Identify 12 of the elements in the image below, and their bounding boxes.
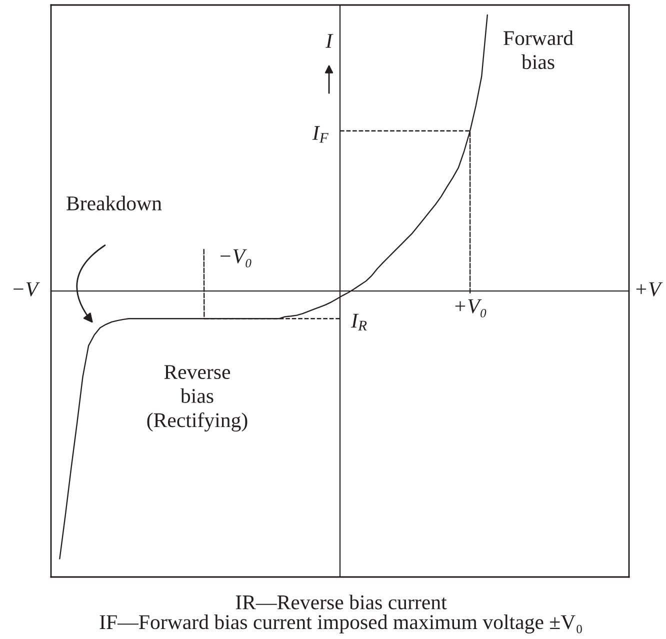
annotation: −V₀ [220, 249, 252, 268]
ref-line-label: I$_{F}$ [312, 126, 328, 143]
text: IR—Reverse bias current [236, 594, 447, 610]
ref-line-label: I$_{R}$ [350, 314, 367, 330]
annotation: Breakdown [66, 196, 162, 210]
annotation: +V₀ [455, 299, 486, 318]
annotation: Forward bias [504, 30, 574, 70]
annotation: Reverse bias (Rectifying) [147, 365, 248, 432]
text: IF—Forward bias current imposed maximum voltage ±V₀ [100, 614, 582, 634]
y-axis-title: I [325, 34, 334, 48]
text: −V [14, 282, 40, 296]
text: +V [636, 282, 663, 296]
